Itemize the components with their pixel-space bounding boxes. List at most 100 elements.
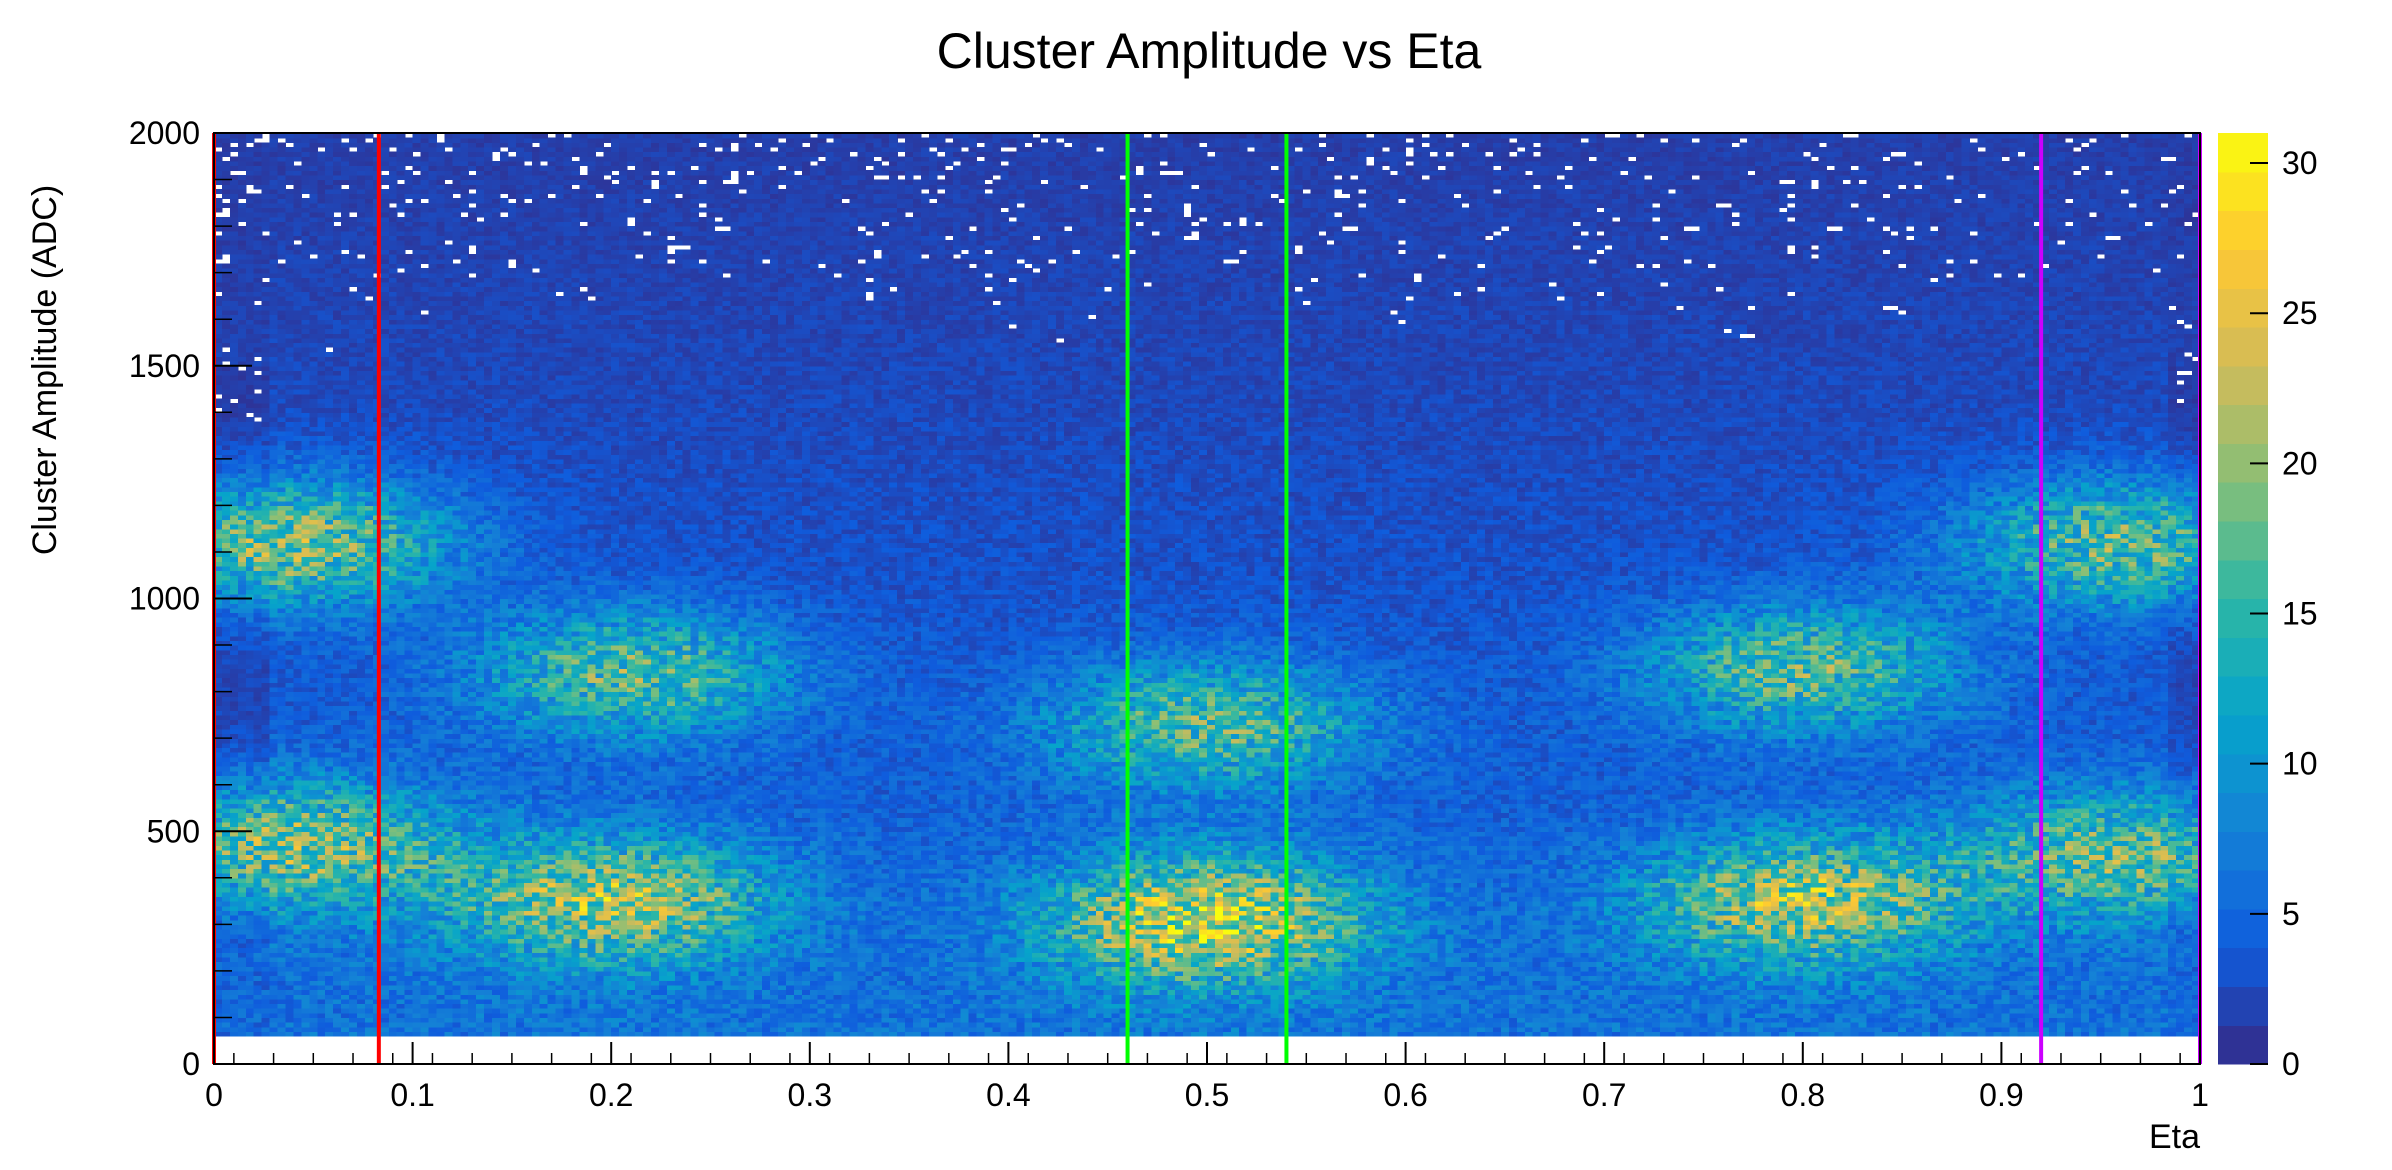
heatmap-cell xyxy=(944,956,954,963)
heatmap-cell xyxy=(770,942,779,949)
heatmap-cell xyxy=(1207,947,1216,953)
heatmap-cell xyxy=(1342,975,1351,981)
heatmap-cell xyxy=(507,956,517,963)
heatmap-cell xyxy=(547,1026,557,1033)
heatmap-cell xyxy=(1810,1008,1820,1014)
heatmap-cell xyxy=(1413,1026,1423,1033)
heatmap-cell xyxy=(1207,998,1216,1005)
heatmap-cell xyxy=(1485,975,1494,981)
heatmap-cell xyxy=(778,994,787,1000)
heatmap-cell xyxy=(1508,1022,1518,1028)
heatmap-cell xyxy=(905,942,914,949)
heatmap-cell xyxy=(960,984,970,991)
heatmap-cell xyxy=(1524,952,1534,958)
heatmap-cell xyxy=(1254,1012,1264,1019)
heatmap-cell xyxy=(245,956,255,963)
heatmap-cell xyxy=(690,984,700,991)
heatmap-cell xyxy=(444,1003,453,1009)
heatmap-cell xyxy=(2033,975,2042,981)
heatmap-cell xyxy=(857,956,866,963)
heatmap-cell xyxy=(960,970,970,977)
heatmap-cell xyxy=(1524,956,1534,963)
heatmap-cell xyxy=(2041,994,2050,1000)
heatmap-cell xyxy=(1024,975,1033,981)
heatmap-cell xyxy=(563,942,573,949)
heatmap-cell xyxy=(309,952,318,958)
heatmap-cell xyxy=(1580,980,1589,986)
heatmap-cell xyxy=(341,975,350,981)
heatmap-cell xyxy=(2017,966,2026,972)
heatmap-cell xyxy=(492,1017,501,1023)
heatmap-cell xyxy=(1342,942,1351,949)
heatmap-cell xyxy=(547,994,557,1000)
heatmap-cell xyxy=(1508,994,1518,1000)
heatmap-cell xyxy=(269,956,279,963)
heatmap-cell xyxy=(1890,961,1899,967)
heatmap-cell xyxy=(492,947,501,953)
heatmap-cell xyxy=(1334,1008,1343,1014)
heatmap-cell xyxy=(2009,947,2018,953)
heatmap-cell xyxy=(1937,970,1947,977)
heatmap-cell xyxy=(1929,961,1939,967)
heatmap-cell xyxy=(1135,989,1145,995)
heatmap-cell xyxy=(1755,1008,1764,1014)
heatmap-cell xyxy=(785,956,795,963)
heatmap-cell xyxy=(579,947,588,953)
heatmap-cell xyxy=(1469,1017,1478,1023)
heatmap-cell xyxy=(523,1022,533,1028)
heatmap-cell xyxy=(325,975,334,981)
heatmap-cell xyxy=(1222,956,1232,963)
heatmap-cell xyxy=(1810,1017,1820,1023)
heatmap-cell xyxy=(1604,952,1613,958)
heatmap-cell xyxy=(436,947,445,953)
heatmap-cell xyxy=(2184,1022,2193,1028)
heatmap-cell xyxy=(1477,970,1486,977)
heatmap-cell xyxy=(905,947,914,953)
heatmap-cell xyxy=(1842,994,1852,1000)
heatmap-cell xyxy=(309,1008,318,1014)
heatmap-cell xyxy=(642,1017,652,1023)
heatmap-cell xyxy=(1461,1017,1470,1023)
heatmap-cell xyxy=(1707,984,1717,991)
heatmap-cell xyxy=(1882,989,1891,995)
heatmap-cell xyxy=(1381,994,1391,1000)
heatmap-cell xyxy=(1087,1003,1097,1009)
heatmap-cell xyxy=(1381,984,1391,991)
heatmap-cell xyxy=(1302,1003,1311,1009)
heatmap-cell xyxy=(571,1022,581,1028)
heatmap-cell xyxy=(1802,947,1812,953)
heatmap-cell xyxy=(1079,966,1089,972)
heatmap-cell xyxy=(1723,1008,1732,1014)
heatmap-cell xyxy=(770,956,779,963)
heatmap-cell xyxy=(1048,1031,1057,1037)
heatmap-cell xyxy=(1659,989,1669,995)
heatmap-cell xyxy=(849,947,859,953)
heatmap-cell xyxy=(333,994,342,1000)
heatmap-cell xyxy=(1723,947,1732,953)
heatmap-cell xyxy=(2120,980,2130,986)
heatmap-cell xyxy=(229,1017,239,1023)
heatmap-cell xyxy=(1628,961,1637,967)
heatmap-cell xyxy=(1477,1022,1486,1028)
heatmap-cell xyxy=(1572,947,1581,953)
heatmap-cell xyxy=(2120,975,2130,981)
heatmap-cell xyxy=(1874,980,1883,986)
heatmap-cell xyxy=(2017,1022,2026,1028)
heatmap-cell xyxy=(833,998,843,1005)
heatmap-cell xyxy=(928,989,938,995)
heatmap-cell xyxy=(555,1008,565,1014)
heatmap-cell xyxy=(1826,1017,1836,1023)
heatmap-cell xyxy=(2192,961,2201,967)
heatmap-cell xyxy=(952,942,962,949)
heatmap-cell xyxy=(706,1008,716,1014)
heatmap-cell xyxy=(897,1026,906,1033)
heatmap-cell xyxy=(1747,961,1756,967)
heatmap-cell xyxy=(1381,980,1391,986)
heatmap-cell xyxy=(1588,1008,1597,1014)
heatmap-cell xyxy=(1270,1008,1280,1014)
heatmap-cell xyxy=(817,998,827,1005)
heatmap-cell xyxy=(1731,994,1740,1000)
heatmap-cell xyxy=(507,994,517,1000)
heatmap-cell xyxy=(2184,956,2193,963)
heatmap-cell xyxy=(2096,994,2106,1000)
